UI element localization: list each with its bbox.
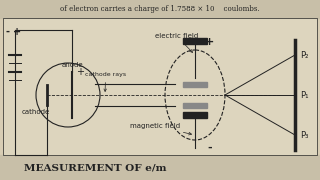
Bar <box>0 155 320 180</box>
Text: P₃: P₃ <box>300 130 308 140</box>
Text: cathode: cathode <box>22 109 50 115</box>
Bar <box>3 18 317 155</box>
Text: P₂: P₂ <box>300 51 308 60</box>
Text: +: + <box>13 27 21 37</box>
Text: -: - <box>208 143 212 153</box>
Bar <box>183 112 207 118</box>
Bar <box>183 38 207 44</box>
Text: anode: anode <box>61 62 83 68</box>
Bar <box>183 103 207 108</box>
Text: magnetic field: magnetic field <box>130 123 192 135</box>
Text: electric field: electric field <box>155 33 198 52</box>
Text: cathode rays: cathode rays <box>85 72 126 91</box>
Text: -: - <box>5 27 9 37</box>
Bar <box>0 0 320 18</box>
Text: +: + <box>205 37 215 47</box>
Bar <box>183 82 207 87</box>
Text: MEASUREMENT OF e/m: MEASUREMENT OF e/m <box>24 163 166 172</box>
Text: P₁: P₁ <box>300 91 308 100</box>
Text: of electron carries a charge of 1.7588 × 10    coulombs.: of electron carries a charge of 1.7588 ×… <box>60 5 260 13</box>
Text: +: + <box>76 67 84 77</box>
